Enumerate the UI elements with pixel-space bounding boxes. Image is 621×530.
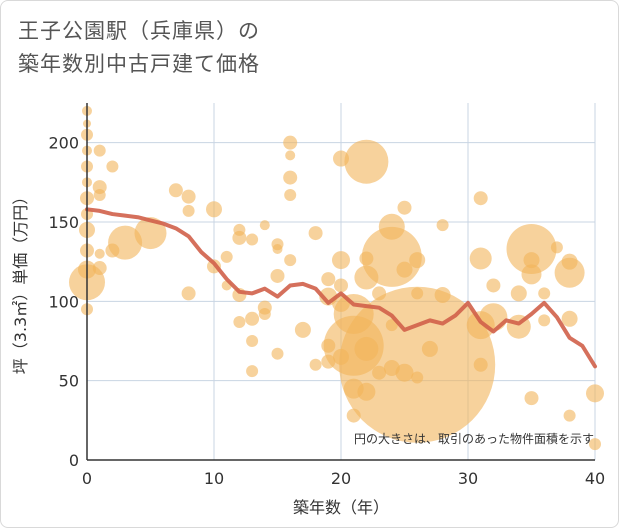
- data-bubble: [396, 261, 413, 278]
- data-bubble: [246, 335, 259, 347]
- trend-line-layer: [85, 207, 597, 369]
- data-bubble: [168, 183, 183, 198]
- x-tick-label: 40: [585, 469, 605, 488]
- data-bubble: [220, 250, 233, 263]
- data-bubble: [524, 391, 539, 406]
- data-bubble: [272, 243, 283, 254]
- data-bubble: [94, 248, 105, 259]
- data-bubble: [473, 357, 488, 372]
- y-axis-label: 坪（3.3㎡）単価（万円）: [11, 189, 30, 374]
- x-tick-label: 20: [331, 469, 351, 488]
- chart-title-line1: 王子公園駅（兵庫県）の: [18, 19, 260, 43]
- data-bubble: [309, 358, 322, 371]
- data-bubble: [586, 384, 604, 403]
- data-bubble: [246, 233, 259, 246]
- data-bubble: [561, 310, 578, 327]
- data-bubble: [246, 365, 259, 378]
- axes: [86, 103, 595, 461]
- data-bubble: [332, 251, 350, 270]
- data-bubble: [245, 311, 260, 326]
- data-bubble: [92, 261, 107, 276]
- data-bubble: [344, 139, 389, 184]
- data-bubble: [538, 314, 551, 327]
- data-bubble: [271, 347, 284, 360]
- data-bubble: [510, 285, 527, 302]
- data-bubble: [550, 241, 563, 254]
- y-tick-label: 100: [48, 292, 79, 311]
- data-bubble: [283, 135, 298, 150]
- data-bubble: [233, 315, 246, 328]
- data-bubble: [259, 220, 270, 231]
- data-bubble: [411, 371, 424, 384]
- data-bubble: [270, 268, 285, 283]
- bubble-layer: [69, 105, 604, 451]
- data-bubble: [434, 286, 451, 303]
- data-bubble: [479, 303, 508, 332]
- data-bubble: [232, 230, 247, 245]
- data-bubble: [554, 257, 585, 288]
- x-axis-label: 築年数（年）: [293, 498, 389, 517]
- data-bubble: [181, 286, 196, 301]
- data-bubble: [108, 225, 143, 260]
- data-bubble: [134, 217, 167, 250]
- tick-labels: 0 10 20 30 40 0 50 100 150 200: [48, 134, 605, 488]
- data-bubble: [181, 189, 196, 204]
- y-tick-label: 0: [69, 451, 79, 470]
- data-bubble: [106, 160, 119, 173]
- data-bubble: [397, 200, 412, 215]
- x-tick-label: 30: [458, 469, 478, 488]
- y-tick-label: 150: [48, 213, 79, 232]
- data-bubble: [258, 308, 271, 321]
- data-bubble: [506, 223, 557, 274]
- data-bubble: [523, 252, 540, 269]
- data-bubble: [339, 286, 496, 443]
- chart-title-line2: 築年数別中古戸建て価格: [18, 52, 260, 76]
- data-bubble: [486, 278, 501, 293]
- x-tick-label: 0: [82, 469, 92, 488]
- data-bubble: [308, 226, 323, 241]
- data-bubble: [294, 321, 311, 338]
- y-tick-label: 50: [59, 372, 79, 391]
- data-bubble: [409, 252, 426, 269]
- data-bubble: [589, 438, 601, 451]
- x-tick-label: 10: [204, 469, 224, 488]
- chart-title: 王子公園駅（兵庫県）の 築年数別中古戸建て価格: [18, 15, 260, 81]
- y-tick-label: 200: [48, 134, 79, 153]
- data-bubble: [469, 247, 492, 270]
- data-bubble: [206, 201, 222, 218]
- data-bubble: [421, 340, 438, 357]
- data-bubble: [283, 170, 298, 185]
- data-bubble: [521, 264, 542, 285]
- data-bubble: [285, 150, 296, 161]
- data-bubble: [182, 204, 195, 217]
- bubble-size-note: 円の大きさは、取引のあった物件面積を示す: [354, 431, 594, 446]
- data-bubble: [321, 272, 336, 287]
- data-bubble: [93, 189, 106, 202]
- data-bubble: [563, 409, 576, 422]
- data-bubble: [334, 278, 348, 293]
- data-bubble: [284, 189, 297, 202]
- data-bubble: [436, 219, 449, 232]
- average-price-line: [85, 207, 597, 369]
- data-bubble: [284, 254, 297, 267]
- data-bubble: [473, 191, 488, 206]
- data-bubble: [538, 287, 551, 300]
- data-bubble: [93, 144, 106, 157]
